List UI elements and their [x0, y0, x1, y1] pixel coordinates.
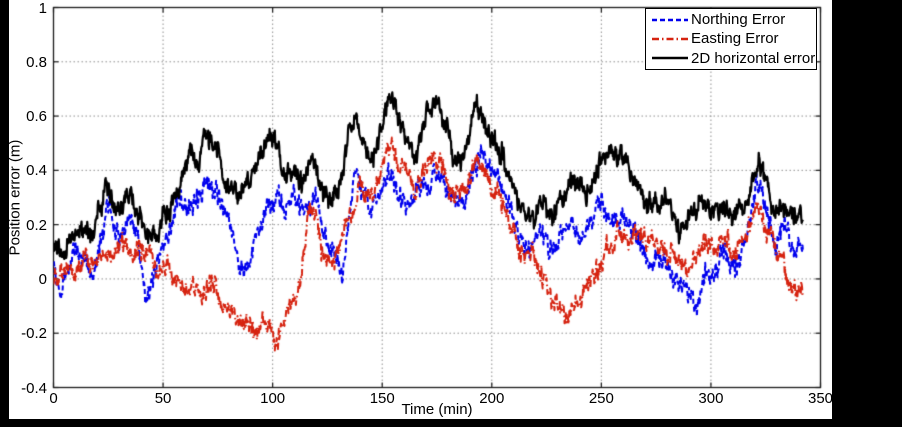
x-tick-label: 0 [49, 390, 58, 407]
y-tick-label: 0.6 [26, 108, 47, 126]
x-tick-label: 50 [154, 390, 172, 407]
legend-label-2d: 2D horizontal error [691, 49, 816, 67]
2d-line-sample-icon [652, 57, 688, 60]
y-tick-label: -0.4 [21, 379, 47, 397]
y-tick-label: 0.2 [26, 216, 47, 234]
x-tick-label: 250 [588, 390, 614, 407]
letterbox-left [0, 0, 9, 427]
x-tick-label: 350 [807, 390, 834, 407]
legend-label-easting: Easting Error [691, 30, 779, 48]
legend-entry-northing: Northing Error [650, 10, 816, 29]
northing-line-sample-icon [652, 18, 688, 21]
legend-entry-2d: 2D horizontal error [650, 49, 816, 68]
legend-entry-easting: Easting Error [650, 29, 816, 48]
y-tick-label: 0 [38, 270, 47, 288]
x-tick-label: 200 [479, 390, 505, 407]
y-axis-label: Position error (m) [6, 139, 24, 256]
y-tick-label: 1 [38, 0, 47, 17]
x-axis-label: Time (min) [401, 401, 473, 418]
x-tick-label: 100 [260, 390, 286, 407]
y-tick-label: 0.4 [26, 162, 47, 180]
easting-line-sample-icon [652, 37, 688, 41]
legend: Northing Error Easting Error 2D horizont… [645, 8, 817, 70]
letterbox-bottom [0, 419, 902, 427]
x-tick-label: 300 [698, 390, 724, 407]
y-tick-label: -0.2 [21, 325, 47, 343]
legend-label-northing: Northing Error [691, 11, 786, 29]
y-tick-label: 0.8 [26, 53, 47, 71]
letterbox-right [832, 0, 902, 427]
x-tick-label: 150 [369, 390, 395, 407]
